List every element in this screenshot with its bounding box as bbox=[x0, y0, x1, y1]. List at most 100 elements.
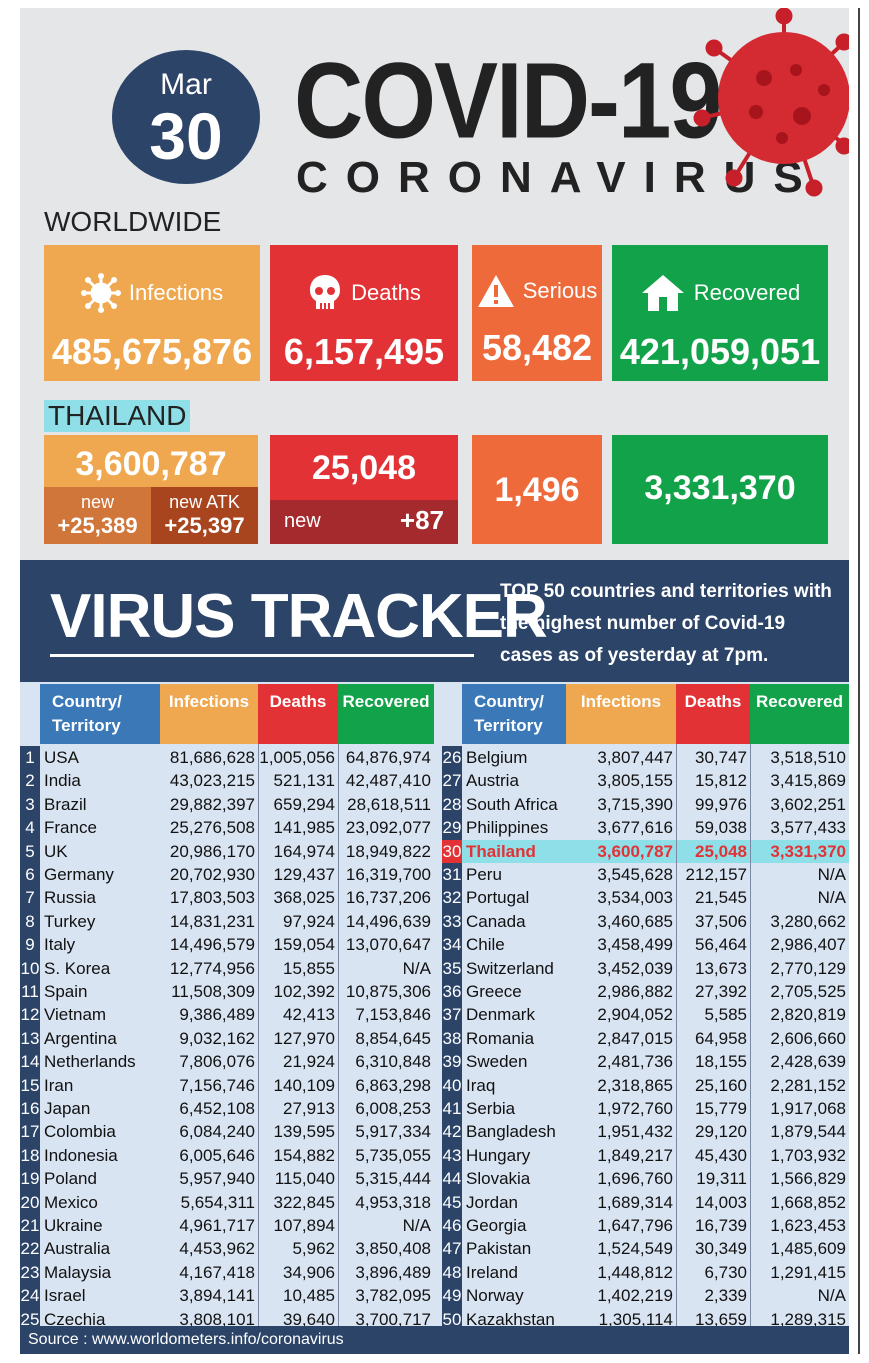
cell-infections: 14,496,579 bbox=[169, 935, 255, 955]
cell-rank: 46 bbox=[442, 1214, 462, 1238]
cell-country: Japan bbox=[44, 1099, 91, 1118]
cell-rank: 44 bbox=[442, 1167, 462, 1191]
cell-deaths: 15,855 bbox=[283, 958, 335, 978]
table-row: 16 Japan 6,452,108 27,913 6,008,253 bbox=[20, 1097, 434, 1121]
cell-rank: 29 bbox=[442, 816, 462, 840]
table-row: 42 Bangladesh 1,951,432 29,120 1,879,544 bbox=[442, 1120, 849, 1144]
thailand-deaths-new: new +87 bbox=[270, 500, 458, 544]
cell-rank: 31 bbox=[442, 863, 462, 887]
cell-country: France bbox=[44, 818, 97, 838]
worldwide-recovered-box: Recovered 421,059,051 bbox=[612, 245, 828, 381]
cell-infections: 9,032,162 bbox=[179, 1028, 255, 1048]
col-header-deaths-left: Deaths bbox=[258, 684, 338, 744]
cell-country: Belgium bbox=[466, 748, 528, 767]
thailand-infections-value: 3,600,787 bbox=[75, 445, 227, 483]
new-atk-label: new ATK bbox=[169, 492, 240, 512]
cell-recovered: N/A bbox=[817, 865, 846, 884]
cell-deaths: 102,392 bbox=[273, 982, 335, 1001]
table-row: 47 Pakistan 1,524,549 30,349 1,485,609 bbox=[442, 1237, 849, 1261]
cell-deaths: 25,160 bbox=[695, 1075, 747, 1095]
cell-country: Georgia bbox=[466, 1216, 527, 1235]
table-row: 6 Germany 20,702,930 129,437 16,319,700 bbox=[20, 863, 434, 887]
worldwide-recovered-value: 421,059,051 bbox=[619, 331, 821, 372]
cell-deaths: 16,739 bbox=[695, 1216, 747, 1235]
tracker-header: VIRUS TRACKER TOP 50 countries and terri… bbox=[20, 560, 849, 682]
cell-deaths: 164,974 bbox=[273, 841, 335, 861]
cell-recovered: 1,703,932 bbox=[770, 1145, 846, 1165]
cell-infections: 7,156,746 bbox=[179, 1075, 255, 1095]
cell-recovered: 3,280,662 bbox=[770, 911, 846, 931]
col-header-infections-left: Infections bbox=[160, 684, 258, 744]
table-row: 23 Malaysia 4,167,418 34,906 3,896,489 bbox=[20, 1260, 434, 1285]
cell-deaths: 27,392 bbox=[695, 982, 747, 1001]
cell-recovered: 3,782,095 bbox=[355, 1286, 431, 1306]
cell-deaths: 127,970 bbox=[273, 1028, 335, 1048]
deaths-new-value: +87 bbox=[399, 505, 444, 535]
cell-infections: 3,808,101 bbox=[179, 1309, 255, 1329]
cell-deaths: 27,913 bbox=[283, 1099, 335, 1118]
coronavirus-icon bbox=[693, 8, 849, 197]
cell-deaths: 97,924 bbox=[283, 911, 335, 931]
cell-deaths: 30,349 bbox=[695, 1239, 747, 1259]
cell-deaths: 45,430 bbox=[695, 1145, 747, 1165]
cell-rank: 35 bbox=[442, 956, 462, 980]
cell-country: Iraq bbox=[466, 1075, 496, 1095]
cell-infections: 1,689,314 bbox=[597, 1192, 673, 1212]
cell-infections: 3,894,141 bbox=[179, 1286, 255, 1306]
col-header-recovered-left: Recovered bbox=[338, 684, 434, 744]
cell-deaths: 107,894 bbox=[273, 1216, 335, 1235]
cell-deaths: 5,962 bbox=[292, 1239, 335, 1259]
page-title: COVID-19 bbox=[294, 41, 723, 162]
cell-country: Canada bbox=[466, 911, 526, 931]
cell-rank: 43 bbox=[442, 1143, 462, 1168]
cell-country: Slovakia bbox=[466, 1169, 531, 1189]
cell-recovered: 3,577,433 bbox=[770, 818, 846, 838]
table-row: 24 Israel 3,894,141 10,485 3,782,095 bbox=[20, 1284, 434, 1308]
cell-deaths: 14,003 bbox=[695, 1192, 747, 1212]
cell-rank: 16 bbox=[20, 1097, 40, 1121]
cell-recovered: 3,415,869 bbox=[770, 771, 846, 791]
cell-infections: 1,647,796 bbox=[597, 1216, 673, 1235]
cell-country: Austria bbox=[466, 771, 519, 791]
new-atk-value: +25,397 bbox=[164, 512, 245, 538]
cell-rank: 28 bbox=[442, 792, 462, 817]
cell-rank: 34 bbox=[442, 933, 462, 957]
thailand-new-cases: new +25,389 bbox=[44, 487, 151, 544]
thailand-new-atk-cases: new ATK +25,397 bbox=[151, 487, 258, 544]
date-day: 30 bbox=[149, 99, 223, 173]
table-row: 14 Netherlands 7,806,076 21,924 6,310,848 bbox=[20, 1050, 434, 1074]
cell-infections: 14,831,231 bbox=[169, 911, 255, 931]
table-row: 15 Iran 7,156,746 140,109 6,863,298 bbox=[20, 1073, 434, 1097]
cell-deaths: 39,640 bbox=[283, 1309, 335, 1329]
cell-rank: 45 bbox=[442, 1190, 462, 1214]
cell-infections: 20,986,170 bbox=[169, 841, 255, 861]
cell-recovered: 4,953,318 bbox=[355, 1192, 431, 1212]
thailand-serious-box: 1,496 bbox=[472, 435, 602, 544]
cell-recovered: 7,153,846 bbox=[355, 1005, 431, 1025]
cell-country: Kazakhstan bbox=[466, 1309, 555, 1329]
cell-infections: 4,453,962 bbox=[179, 1239, 255, 1259]
cell-rank: 13 bbox=[20, 1026, 40, 1051]
cell-infections: 3,545,628 bbox=[597, 865, 673, 884]
cell-rank: 48 bbox=[442, 1260, 462, 1285]
tracker-underline bbox=[50, 654, 474, 657]
cell-rank: 41 bbox=[442, 1097, 462, 1121]
cell-country: Thailand bbox=[466, 841, 536, 861]
cell-recovered: 5,315,444 bbox=[355, 1169, 431, 1189]
thailand-recovered-box: 3,331,370 bbox=[612, 435, 828, 544]
warning-icon bbox=[477, 275, 514, 307]
cell-deaths: 21,924 bbox=[283, 1052, 335, 1072]
cell-recovered: 2,281,152 bbox=[770, 1075, 846, 1095]
table-row: 25 Czechia 3,808,101 39,640 3,700,717 bbox=[20, 1307, 434, 1331]
cell-infections: 2,986,882 bbox=[597, 982, 673, 1001]
cell-deaths: 15,812 bbox=[695, 771, 747, 791]
cell-recovered: N/A bbox=[817, 888, 846, 908]
table-row: 29 Philippines 3,677,616 59,038 3,577,433 bbox=[442, 816, 849, 840]
cell-rank: 5 bbox=[20, 839, 40, 863]
cell-rank: 38 bbox=[442, 1026, 462, 1051]
cell-infections: 25,276,508 bbox=[169, 818, 255, 838]
cell-recovered: 28,618,511 bbox=[347, 794, 431, 814]
cell-country: Mexico bbox=[44, 1192, 98, 1212]
cell-recovered: 3,700,717 bbox=[355, 1309, 431, 1329]
cell-deaths: 129,437 bbox=[273, 865, 335, 884]
